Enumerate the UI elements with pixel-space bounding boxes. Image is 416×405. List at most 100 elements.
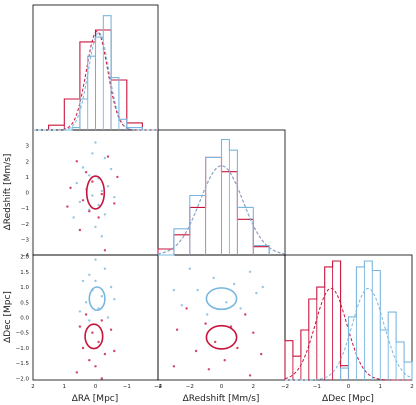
y-tick-label: 1.5	[20, 270, 29, 276]
xlabel-ra: ΔRA [Mpc]	[72, 394, 119, 404]
x-tick-label: 2	[252, 384, 256, 390]
histogram-steps-1	[340, 260, 413, 380]
scatter-ra-redshift-panel	[66, 141, 119, 252]
y-tick-label: 0.0	[20, 316, 29, 322]
scatter-point	[84, 171, 88, 174]
scatter-point	[100, 189, 104, 193]
scatter-point	[91, 331, 94, 334]
scatter-point	[248, 374, 252, 377]
tick-labels: 3210−1−2−3−42.01.51.00.50.0−0.5−1.0−1.5−…	[16, 144, 414, 390]
scatter-point	[103, 156, 107, 160]
scatter-point	[172, 288, 176, 292]
scatter-point	[78, 325, 82, 328]
x-tick-label: 0	[220, 384, 224, 390]
scatter-point	[66, 205, 69, 208]
scatter-point	[88, 273, 91, 276]
scatter-point	[188, 267, 191, 270]
scatter-point	[175, 328, 179, 331]
scatter-point	[223, 359, 226, 362]
scatter-point	[225, 301, 228, 304]
scatter-point	[113, 202, 116, 205]
scatter-point	[94, 141, 97, 144]
scatter-point	[100, 192, 104, 196]
y-tick-label: −2.0	[16, 377, 30, 383]
scatter-point	[100, 377, 104, 380]
scatter-point	[91, 194, 94, 197]
scatter-point	[113, 196, 116, 199]
y-tick-label: −4	[21, 253, 30, 259]
x-tick-label: −1	[123, 384, 131, 390]
scatter-redshift-dec-panel	[172, 267, 264, 377]
x-tick-label: 2	[410, 384, 414, 390]
scatter-point	[69, 186, 72, 189]
scatter-point	[91, 180, 94, 183]
scatter-point	[94, 258, 97, 261]
y-tick-label: −2	[21, 222, 29, 228]
x-tick-label: 1	[63, 384, 67, 390]
scatter-point	[180, 304, 183, 307]
y-tick-label: 0.5	[20, 300, 29, 306]
x-tick-label: −2	[186, 384, 194, 390]
scatter-point	[185, 307, 188, 310]
panel-scatter-ra-dec-frame	[32, 254, 159, 381]
scatter-point	[204, 322, 207, 325]
scatter-point	[109, 328, 113, 331]
xlabel-redshift: ΔRedshift [Mm/s]	[183, 394, 260, 404]
y-tick-label: −1.5	[16, 361, 30, 367]
ylabel-dec: ΔDec [Mpc]	[3, 291, 13, 343]
scatter-point	[194, 349, 198, 353]
scatter-point	[103, 352, 107, 356]
scatter-point	[78, 200, 82, 204]
scatter-point	[172, 365, 176, 368]
x-tick-label: −2	[154, 384, 162, 390]
scatter-point	[75, 160, 79, 163]
scatter-point	[244, 313, 247, 316]
scatter-point	[75, 371, 79, 374]
histogram-steps-0	[157, 156, 270, 255]
histogram-steps-0	[48, 29, 143, 130]
confidence-ellipse	[84, 323, 104, 350]
scatter-point	[239, 307, 242, 310]
scatter-point	[88, 319, 91, 322]
scatter-point	[81, 346, 85, 350]
scatter-point	[103, 249, 107, 252]
scatter-point	[109, 167, 113, 171]
histogram-steps-1	[158, 138, 270, 256]
scatter-point	[88, 210, 91, 213]
panel-scatter-ra-redshift-frame	[32, 129, 159, 256]
scatter-point	[252, 331, 255, 334]
scatter-point	[233, 282, 236, 286]
y-tick-label: 1	[26, 175, 30, 181]
gaussian-fit-curve-1	[33, 31, 158, 131]
confidence-ellipse	[85, 175, 106, 210]
y-tick-label: −0.5	[16, 331, 30, 337]
hist-dec-panel	[284, 260, 413, 381]
histogram-steps-0	[284, 260, 350, 380]
scatter-point	[106, 185, 110, 188]
y-tick-label: 2.0	[20, 255, 29, 261]
scatter-point	[214, 340, 217, 344]
scatter-point	[106, 316, 110, 319]
y-tick-label: −1.0	[16, 346, 30, 352]
scatter-point	[260, 352, 263, 356]
x-tick-label: −1	[313, 384, 321, 390]
confidence-ellipse	[205, 287, 238, 311]
confidence-ellipse	[88, 286, 106, 312]
scatter-point	[248, 270, 252, 273]
scatter-point	[88, 174, 91, 177]
y-tick-label: 1.0	[20, 285, 29, 291]
scatter-point	[100, 235, 104, 238]
gaussian-fit-curve-1	[285, 287, 413, 381]
scatter-point	[91, 152, 94, 155]
scatter-point	[72, 216, 75, 219]
scatter-point	[94, 365, 97, 368]
y-tick-label: 0	[26, 191, 30, 197]
y-tick-label: −3	[21, 237, 30, 243]
gaussian-fit-curve-1	[157, 165, 286, 255]
scatter-point	[196, 288, 199, 292]
hist-redshift-panel	[157, 138, 286, 256]
scatter-point	[81, 279, 85, 283]
scatter-point	[100, 319, 104, 322]
scatter-point	[84, 301, 88, 304]
scatter-point	[212, 276, 215, 280]
